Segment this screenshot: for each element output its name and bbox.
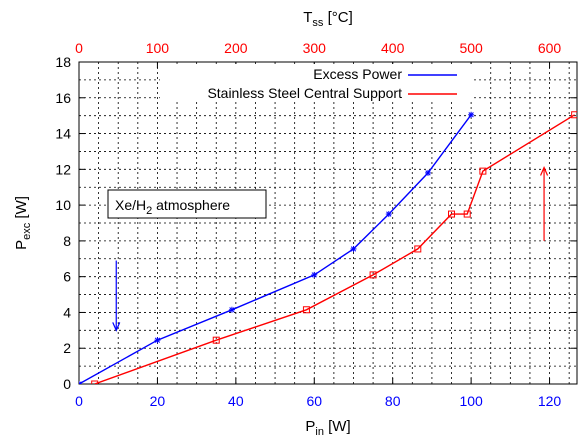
grid (79, 62, 577, 384)
y-tick-label: 14 (55, 126, 71, 142)
y-tick-label: 10 (55, 197, 71, 213)
bottom-tick-label: 120 (538, 393, 562, 409)
arrow-head-0 (112, 322, 121, 332)
point-stroke (350, 246, 357, 252)
data-point-stainless-support (571, 111, 577, 119)
data-point-stainless-support (448, 210, 456, 218)
plot-frame (78, 61, 578, 385)
point-stroke (386, 211, 392, 217)
point-stroke (79, 381, 82, 384)
top-tick-label: 200 (224, 40, 248, 56)
data-point-excess-power (311, 271, 318, 278)
data-point-excess-power (154, 337, 161, 344)
top-tick-label: 500 (459, 40, 483, 56)
atmosphere-annotation: Xe/H2 atmosphere (107, 189, 267, 219)
legend-bg (160, 64, 472, 102)
data-point-stainless-support (479, 167, 487, 175)
series-layer (79, 111, 577, 384)
annotation-box (107, 189, 267, 219)
data-point-excess-power (350, 245, 357, 252)
data-point-stainless-support (302, 306, 310, 314)
top-axis-title: Tss [°C] (303, 9, 353, 29)
top-tick-label: 600 (538, 40, 562, 56)
series-line-stainless-support (94, 114, 575, 384)
data-point-excess-power (79, 381, 82, 384)
top-tick-label: 100 (146, 40, 170, 56)
data-point-stainless-support (91, 380, 99, 384)
bottom-axis-title: Pin [W] (305, 418, 350, 438)
data-point-stainless-support (463, 210, 471, 218)
y-tick-label: 0 (63, 376, 71, 392)
series-line-excess-power (79, 114, 472, 384)
bottom-tick-label: 100 (459, 393, 483, 409)
left-axis-title: Pexc [W] (13, 196, 33, 250)
bottom-tick-label: 80 (385, 393, 401, 409)
arrow-layer (112, 166, 549, 332)
top-tick-label: 0 (75, 40, 83, 56)
y-tick-label: 18 (55, 54, 71, 70)
legend-label-stainless-support: Stainless Steel Central Support (207, 85, 402, 101)
legend: Excess Power Stainless Steel Central Sup… (160, 64, 472, 102)
data-point-excess-power (468, 111, 475, 118)
arrow-head-1 (540, 166, 549, 176)
point-stroke (229, 307, 235, 313)
annotation-text: Xe/H2 atmosphere (115, 197, 230, 217)
bottom-tick-label: 40 (228, 393, 244, 409)
frame-ticks (78, 61, 577, 385)
data-point-stainless-support (212, 336, 220, 344)
y-tick-label: 2 (63, 340, 71, 356)
point-stroke (311, 272, 317, 278)
y-tick-label: 4 (63, 304, 71, 320)
legend-label-excess-power: Excess Power (313, 66, 402, 82)
point-stroke (425, 170, 431, 176)
data-point-excess-power (385, 211, 392, 218)
data-point-excess-power (228, 306, 235, 313)
top-tick-label: 400 (381, 40, 405, 56)
data-point-excess-power (424, 169, 431, 176)
bottom-tick-label: 20 (150, 393, 166, 409)
data-point-stainless-support (414, 245, 422, 253)
point-stroke (468, 112, 474, 118)
y-tick-label: 12 (55, 161, 71, 177)
point-stroke (154, 337, 161, 343)
y-tick-label: 16 (55, 90, 71, 106)
y-tick-label: 8 (63, 233, 71, 249)
top-tick-label: 300 (303, 40, 327, 56)
y-tick-label: 6 (63, 269, 71, 285)
bottom-tick-label: 60 (306, 393, 322, 409)
data-point-stainless-support (369, 271, 377, 279)
bottom-tick-label: 0 (75, 393, 83, 409)
